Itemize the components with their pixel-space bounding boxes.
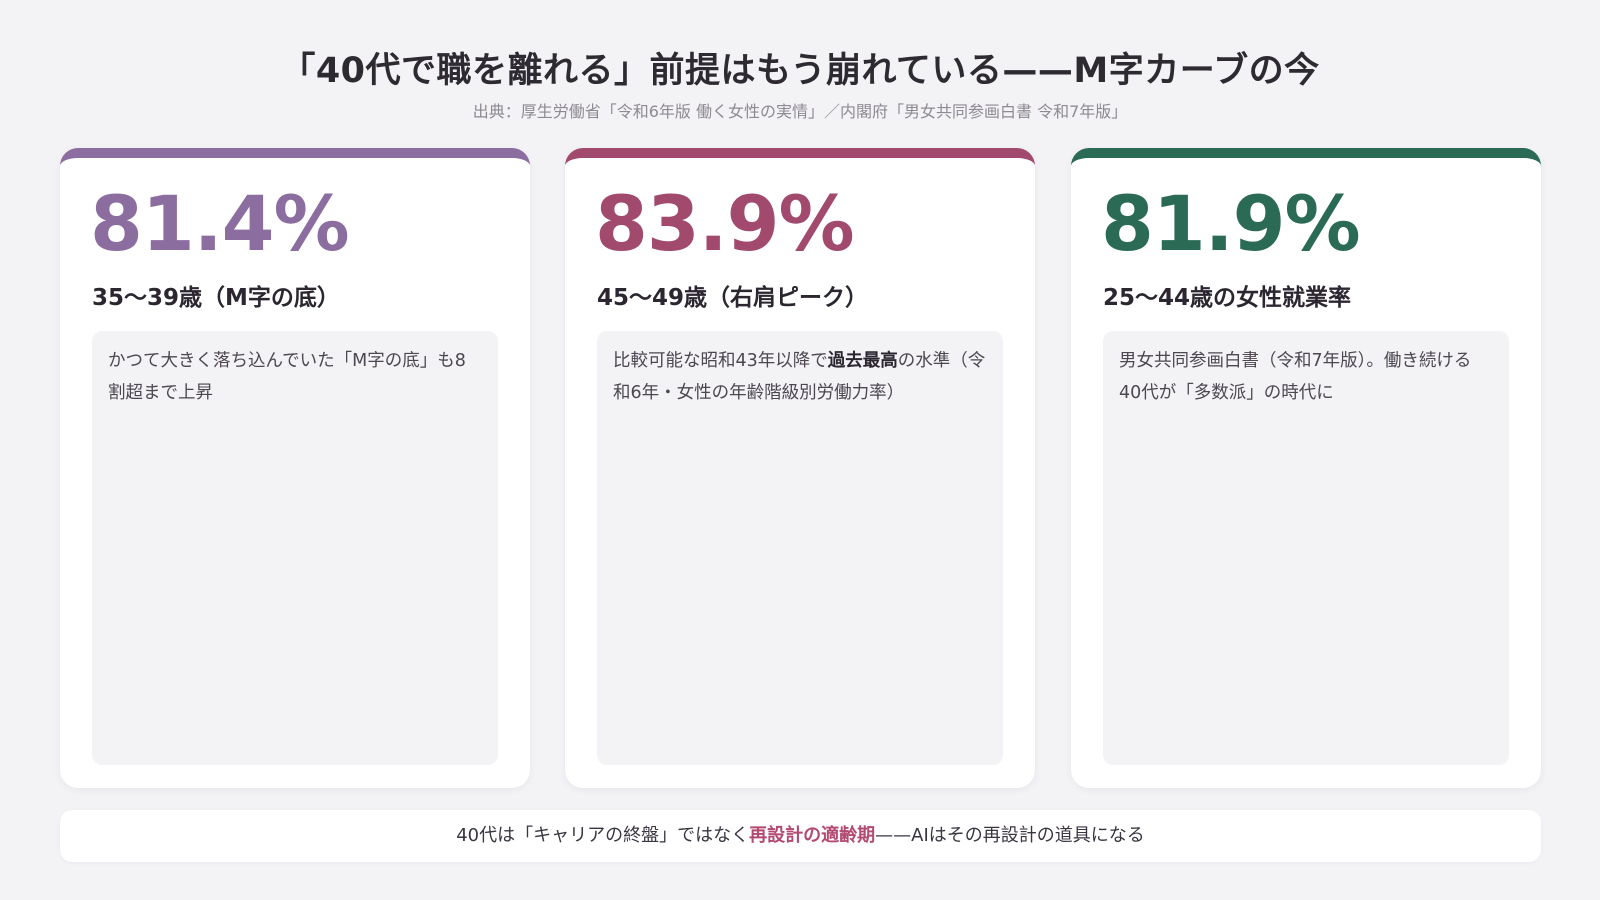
stat-description: 男女共同参画白書（令和7年版）。働き続ける40代が「多数派」の時代に bbox=[1103, 331, 1509, 765]
desc-text-after: の水準（令和6年・女性の年齢階級別労働力率） bbox=[613, 351, 986, 403]
desc-bold: 過去最高 bbox=[827, 351, 898, 371]
stat-value: 81.9% bbox=[1101, 179, 1361, 268]
stat-card-25-44: 81.9% 25〜44歳の女性就業率 男女共同参画白書（令和7年版）。働き続ける… bbox=[1071, 148, 1541, 788]
stat-label: 45〜49歳（右肩ピーク） bbox=[597, 285, 869, 311]
stat-label: 35〜39歳（M字の底） bbox=[92, 285, 340, 311]
stat-description: かつて大きく落ち込んでいた「M字の底」も8割超まで上昇 bbox=[92, 331, 498, 765]
desc-text: 男女共同参画白書（令和7年版）。働き続ける40代が「多数派」の時代に bbox=[1119, 351, 1472, 403]
stat-card-35-39: 81.4% 35〜39歳（M字の底） かつて大きく落ち込んでいた「M字の底」も8… bbox=[60, 148, 530, 788]
desc-text: かつて大きく落ち込んでいた「M字の底」も8割超まで上昇 bbox=[108, 351, 466, 403]
stat-card-45-49: 83.9% 45〜49歳（右肩ピーク） 比較可能な昭和43年以降で過去最高の水準… bbox=[565, 148, 1035, 788]
stat-description: 比較可能な昭和43年以降で過去最高の水準（令和6年・女性の年齢階級別労働力率） bbox=[597, 331, 1003, 765]
stat-value: 81.4% bbox=[90, 179, 350, 268]
footer-message: 40代は「キャリアの終盤」ではなく再設計の適齢期——AIはその再設計の道具になる bbox=[60, 810, 1541, 862]
footer-text: 40代は「キャリアの終盤」ではなく bbox=[456, 825, 750, 846]
source-note: 出典：厚生労働省「令和6年版 働く女性の実情」／内閣府「男女共同参画白書 令和7… bbox=[472, 102, 1128, 121]
stat-value: 83.9% bbox=[595, 179, 855, 268]
footer-highlight: 再設計の適齢期 bbox=[749, 825, 876, 846]
stat-label: 25〜44歳の女性就業率 bbox=[1103, 285, 1352, 311]
footer-text-after: ——AIはその再設計の道具になる bbox=[875, 825, 1145, 846]
desc-text: 比較可能な昭和43年以降で bbox=[613, 351, 828, 371]
page-title: 「40代で職を離れる」前提はもう崩れている——M字カーブの今 bbox=[280, 51, 1320, 91]
